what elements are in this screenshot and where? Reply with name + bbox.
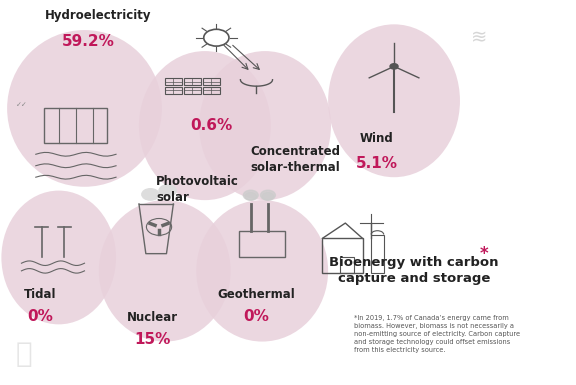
Text: 🍁: 🍁 [16,340,32,368]
Text: Tidal: Tidal [24,288,56,301]
Bar [203,87,220,94]
Ellipse shape [99,200,230,341]
Circle shape [243,190,258,200]
Bar [371,234,384,273]
Text: 15%: 15% [134,332,170,347]
Bar [203,78,220,85]
Text: Geothermal: Geothermal [218,288,295,301]
Text: *In 2019, 1.7% of Canada’s energy came from
biomass. However, biomass is not nec: *In 2019, 1.7% of Canada’s energy came f… [354,315,520,353]
Text: ✓✓: ✓✓ [16,102,28,109]
Bar [165,87,182,94]
Bar [340,258,354,273]
Ellipse shape [139,51,271,200]
Text: Hydroelectricity: Hydroelectricity [44,9,151,22]
Circle shape [262,192,274,200]
Ellipse shape [7,30,162,187]
Ellipse shape [199,51,331,200]
Text: Bioenergy with carbon
capture and storage: Bioenergy with carbon capture and storag… [329,256,499,285]
Bar [323,238,362,273]
Bar [239,231,285,258]
Text: Nuclear: Nuclear [127,311,178,325]
Text: ≋: ≋ [471,28,488,47]
Text: 5.1%: 5.1% [356,156,398,171]
Text: 0.6%: 0.6% [190,118,232,133]
Text: 59.2%: 59.2% [62,34,115,49]
Bar [184,78,201,85]
Text: Concentrated
solar-thermal: Concentrated solar-thermal [251,145,341,174]
Text: *: * [480,244,488,263]
Text: 0%: 0% [244,310,270,325]
Bar [44,109,108,143]
Ellipse shape [1,191,116,325]
Text: 0%: 0% [28,310,54,325]
Ellipse shape [196,200,328,341]
Ellipse shape [328,24,460,177]
Text: Wind: Wind [360,132,394,145]
Circle shape [142,189,159,200]
Circle shape [260,190,275,200]
Bar [165,78,182,85]
Bar [184,87,201,94]
Circle shape [390,64,398,69]
Circle shape [245,192,256,200]
Circle shape [159,185,176,196]
Text: Photovoltaic
solar: Photovoltaic solar [156,175,239,204]
